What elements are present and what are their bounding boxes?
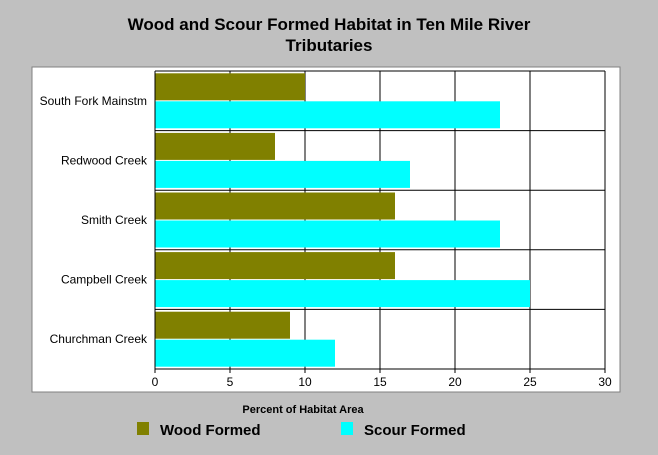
bar-wood-3 [155, 252, 395, 280]
x-tick-label-15: 15 [373, 375, 387, 389]
legend-label-0: Wood Formed [160, 422, 261, 439]
x-tick-label-5: 5 [227, 375, 234, 389]
legend-swatch-1 [341, 422, 353, 435]
bar-wood-1 [155, 132, 275, 160]
chart-title: Wood and Scour Formed Habitat in Ten Mil… [0, 14, 658, 56]
plot-area: 0 5 10 15 20 25 30 South Fork Mainstm Redwood Cr… [40, 70, 612, 389]
chart-title-line-1: Wood and Scour Formed Habitat in Ten Mil… [127, 15, 531, 34]
bar-wood-0 [155, 73, 305, 101]
bar-scour-2 [155, 220, 500, 248]
category-label-2: Smith Creek [81, 213, 148, 227]
category-label-1: Redwood Creek [61, 153, 148, 167]
x-tick-label-10: 10 [298, 375, 312, 389]
legend: Wood Formed Scour Formed [137, 422, 466, 439]
bar-scour-0 [155, 101, 500, 129]
bar-scour-3 [155, 280, 530, 308]
bar-wood-2 [155, 192, 395, 220]
x-axis-title: Percent of Habitat Area [242, 404, 364, 416]
bar-wood-4 [155, 311, 290, 339]
x-tick-label-25: 25 [523, 375, 537, 389]
category-label-0: South Fork Mainstm [40, 94, 147, 108]
x-tick-label-30: 30 [598, 375, 612, 389]
category-label-3: Campbell Creek [61, 273, 148, 287]
bar-scour-1 [155, 160, 410, 188]
x-tick-label-20: 20 [448, 375, 462, 389]
category-label-4: Churchman Creek [50, 332, 148, 346]
chart-title-line-2: Tributaries [285, 36, 373, 55]
legend-label-1: Scour Formed [364, 422, 466, 439]
legend-swatch-0 [137, 422, 149, 435]
x-tick-label-0: 0 [152, 375, 159, 389]
bar-scour-4 [155, 339, 335, 367]
